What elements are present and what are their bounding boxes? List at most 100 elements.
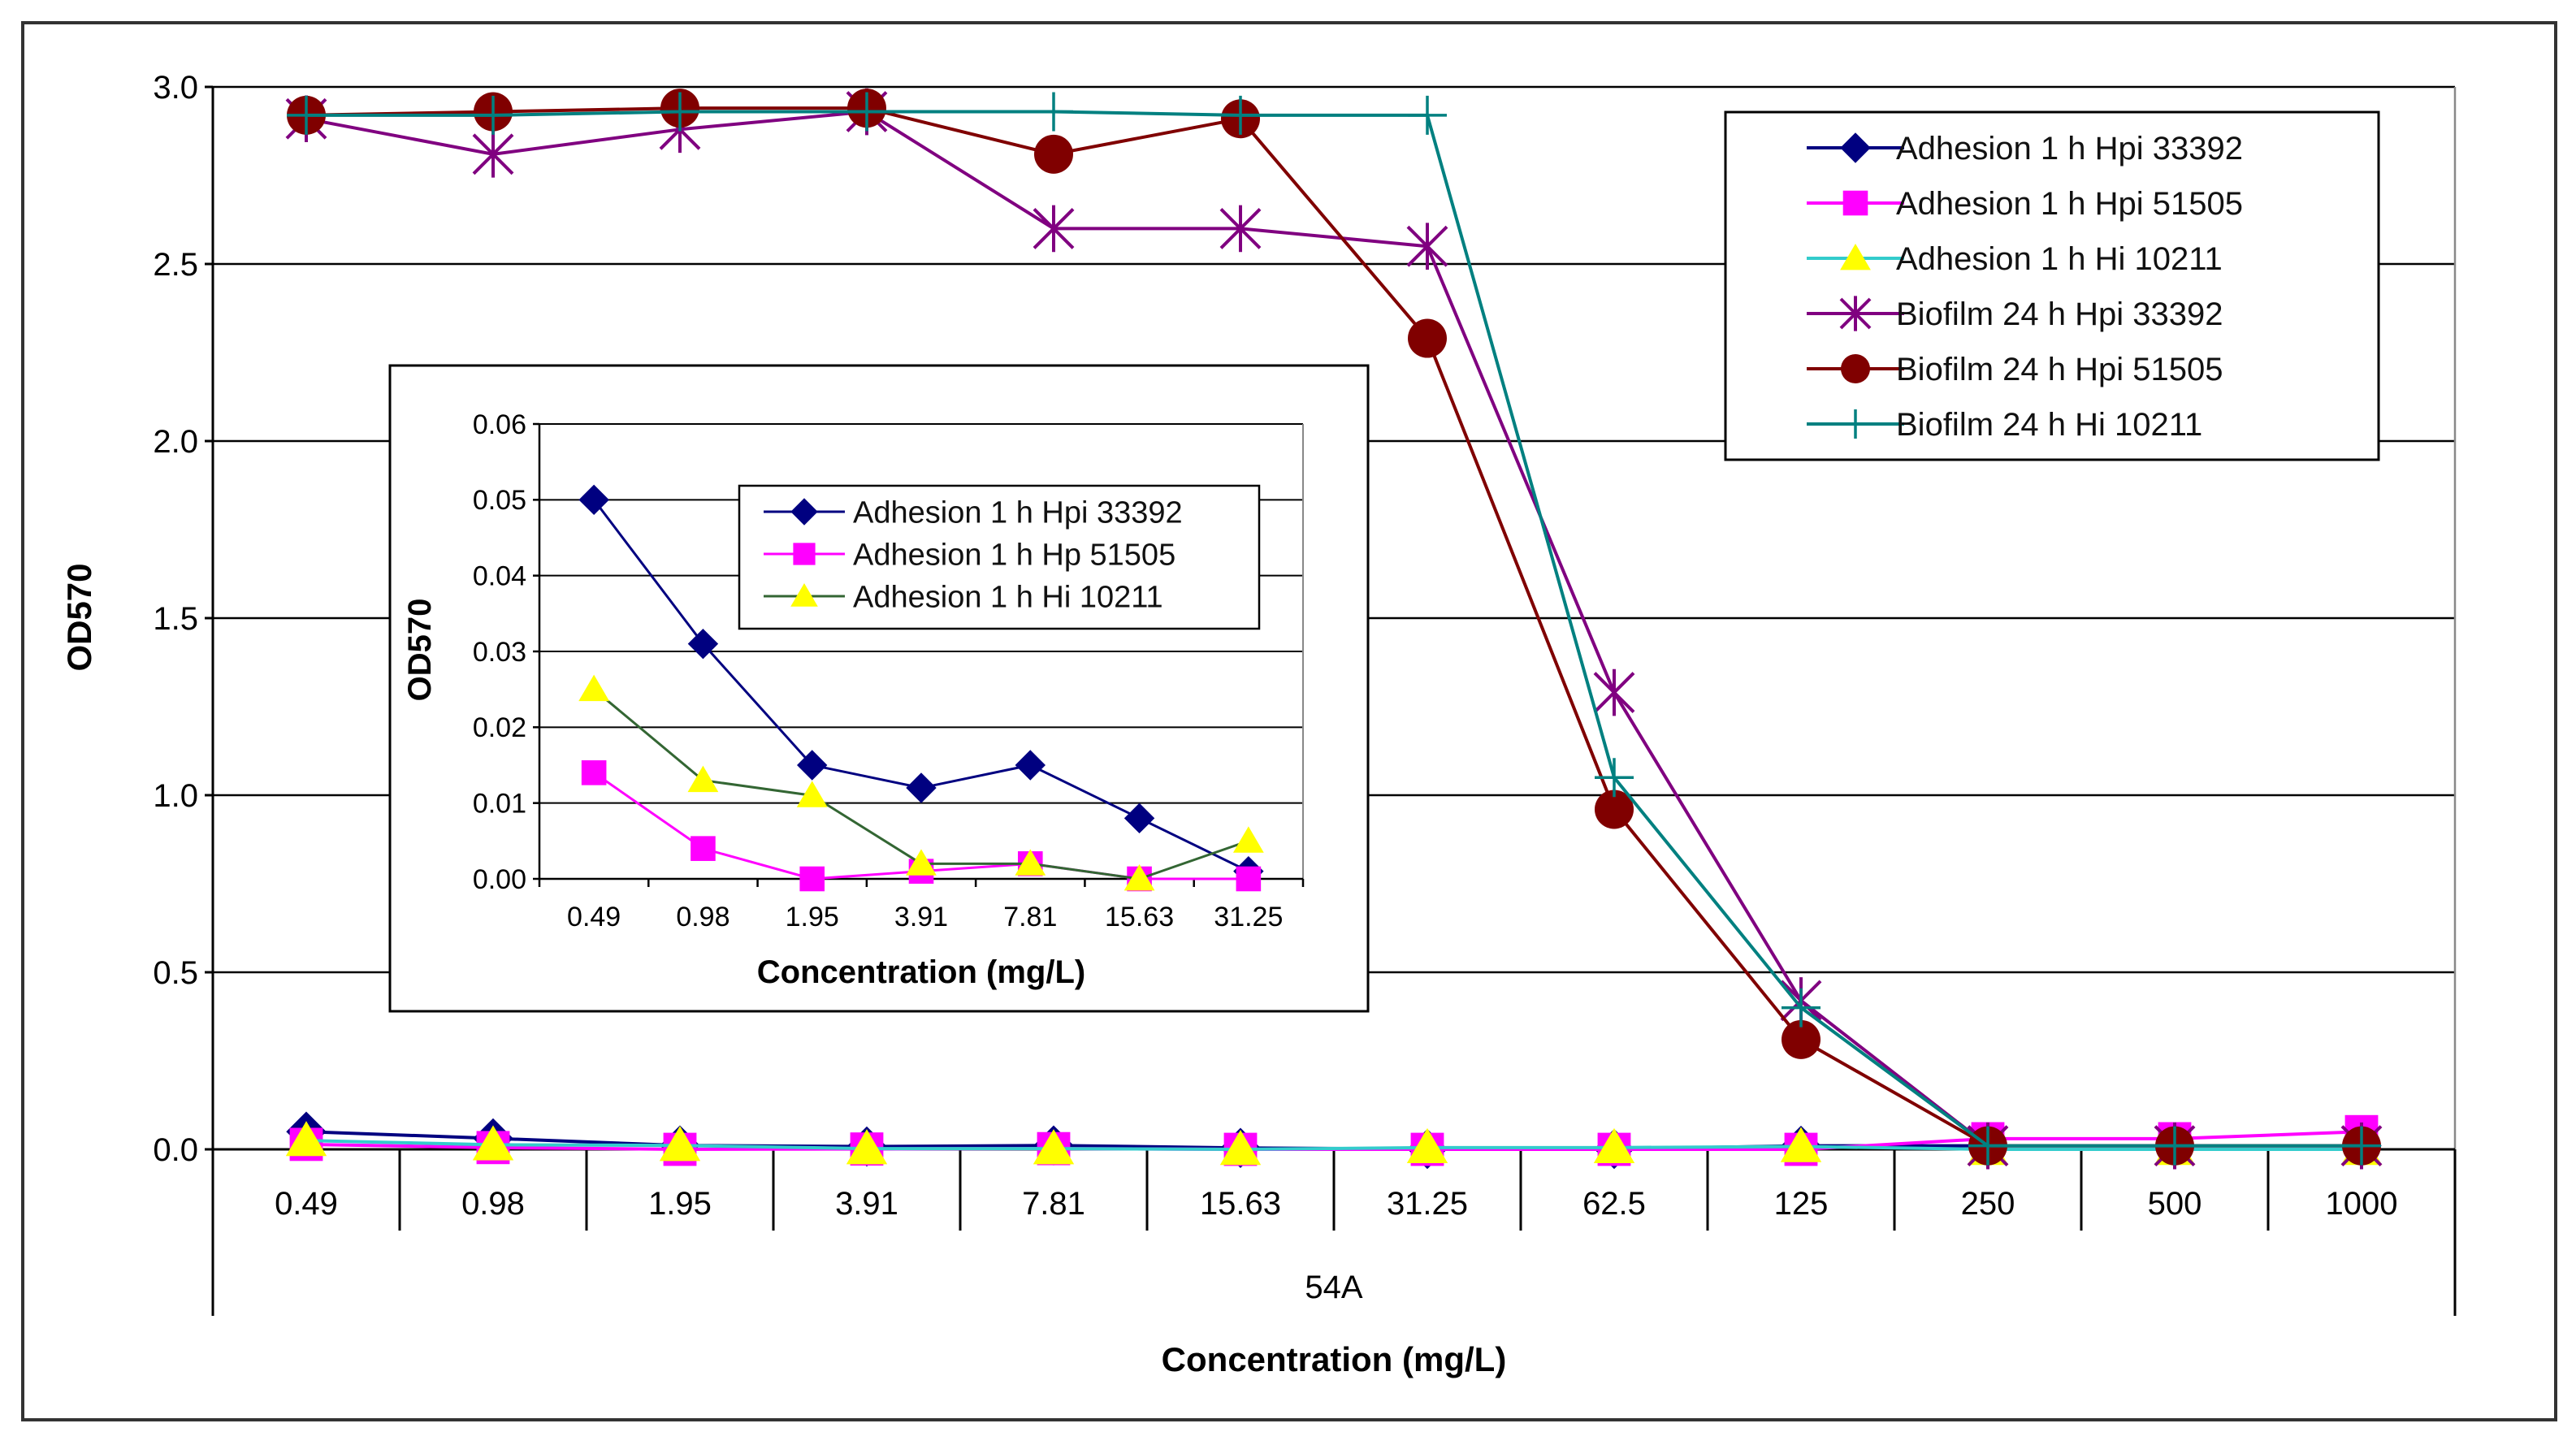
group-label: 54A xyxy=(1305,1270,1362,1305)
x-tick-label: 7.81 xyxy=(1022,1186,1085,1222)
y-tick-label: 2.0 xyxy=(153,424,198,460)
data-point-2-0 xyxy=(578,674,610,702)
data-point-2-8 xyxy=(1780,1127,1822,1162)
data-point-5-1 xyxy=(474,95,513,135)
legend-label: Adhesion 1 h Hpi 51505 xyxy=(1896,186,2243,222)
data-point-1-0 xyxy=(581,760,607,785)
legend-marker xyxy=(1841,354,1870,383)
y-axis-title: OD570 xyxy=(402,599,438,702)
data-point-2-3 xyxy=(906,849,937,876)
y-tick-label: 0.06 xyxy=(473,409,526,440)
legend-box xyxy=(738,484,1261,630)
data-point-5-10 xyxy=(2155,1126,2194,1166)
data-point-2-2 xyxy=(796,781,828,807)
data-point-2-6 xyxy=(1232,826,1264,853)
legend-marker xyxy=(1840,244,1871,270)
x-tick-label: 1.95 xyxy=(648,1186,712,1222)
x-tick-label: 0.98 xyxy=(676,902,730,932)
data-point-3-1 xyxy=(472,131,514,178)
x-tick-label: 31.25 xyxy=(1387,1186,1468,1222)
x-tick-label: 500 xyxy=(2148,1186,2202,1222)
data-point-2-5 xyxy=(1123,864,1155,891)
data-point-1-2 xyxy=(799,866,825,892)
data-point-2-0 xyxy=(285,1121,327,1157)
y-tick-label: 0.05 xyxy=(473,485,526,516)
data-point-1-6 xyxy=(1236,866,1262,892)
x-tick-label: 0.98 xyxy=(461,1186,525,1222)
data-point-0-5 xyxy=(1123,803,1155,834)
y-tick-label: 0.02 xyxy=(473,712,526,743)
x-tick-label: 125 xyxy=(1774,1186,1829,1222)
data-point-3-6 xyxy=(1406,223,1448,270)
x-tick-label: 62.5 xyxy=(1582,1186,1646,1222)
x-axis-title: Concentration (mg/L) xyxy=(1162,1340,1507,1378)
x-tick-label: 3.91 xyxy=(835,1186,898,1222)
data-point-5-3 xyxy=(847,92,886,132)
legend-marker xyxy=(1839,296,1872,331)
data-point-5-11 xyxy=(2342,1126,2381,1166)
x-tick-label: 31.25 xyxy=(1214,902,1283,932)
y-tick-label: 0.0 xyxy=(153,1132,198,1168)
x-tick-label: 3.91 xyxy=(894,902,948,932)
data-point-5-7 xyxy=(1595,758,1634,798)
data-point-4-6 xyxy=(1408,318,1447,358)
data-point-3-7 xyxy=(1593,668,1635,716)
data-point-0-2 xyxy=(797,750,828,781)
data-point-0-0 xyxy=(578,484,609,516)
data-point-2-6 xyxy=(1406,1127,1448,1164)
legend-marker xyxy=(1840,132,1871,163)
data-point-5-6 xyxy=(1408,95,1447,135)
data-point-2-2 xyxy=(659,1126,701,1162)
legend-box xyxy=(1724,110,2380,461)
x-tick-label: 0.49 xyxy=(275,1186,338,1222)
data-point-4-7 xyxy=(1595,790,1634,829)
legend-marker xyxy=(793,543,816,565)
y-tick-label: 0.03 xyxy=(473,637,526,668)
y-tick-label: 0.04 xyxy=(473,561,526,592)
data-point-2-7 xyxy=(1593,1127,1635,1164)
legend-label: Adhesion 1 h Hpi 33392 xyxy=(1896,131,2243,167)
data-point-0-4 xyxy=(1015,750,1046,781)
data-point-3-5 xyxy=(1219,205,1262,253)
data-point-5-0 xyxy=(287,95,326,135)
y-tick-label: 1.5 xyxy=(153,601,198,637)
legend-label: Biofilm 24 h Hpi 33392 xyxy=(1896,296,2223,332)
y-tick-label: 0.00 xyxy=(473,864,526,895)
legend-label: Adhesion 1 h Hi 10211 xyxy=(1896,241,2223,277)
legend-label: Adhesion 1 h Hi 10211 xyxy=(853,580,1163,614)
legend-marker xyxy=(1841,409,1870,439)
data-point-3-4 xyxy=(1033,205,1075,253)
data-point-0-3 xyxy=(906,772,937,803)
legend-marker xyxy=(790,498,818,526)
x-tick-label: 1000 xyxy=(2326,1186,2398,1222)
y-axis-title: OD570 xyxy=(60,563,98,671)
legend-marker xyxy=(1842,190,1868,216)
x-axis-title: Concentration (mg/L) xyxy=(757,954,1085,990)
data-point-2-3 xyxy=(846,1129,888,1165)
data-point-1-1 xyxy=(691,836,716,861)
x-tick-label: 250 xyxy=(1961,1186,2015,1222)
data-point-5-8 xyxy=(1782,988,1821,1028)
x-tick-label: 0.49 xyxy=(567,902,621,932)
y-tick-label: 0.5 xyxy=(153,955,198,991)
data-point-4-4 xyxy=(1034,134,1073,174)
data-point-5-5 xyxy=(1221,95,1260,135)
data-point-2-4 xyxy=(1033,1129,1075,1165)
data-point-2-1 xyxy=(472,1125,514,1161)
x-tick-label: 15.63 xyxy=(1200,1186,1281,1222)
data-point-2-5 xyxy=(1219,1130,1262,1166)
legend-label: Adhesion 1 h Hpi 33392 xyxy=(853,495,1183,530)
y-tick-label: 2.5 xyxy=(153,247,198,283)
y-tick-label: 1.0 xyxy=(153,778,198,814)
inset-chart: 0.00 0.01 0.02 0.03 0.04 0.05 0.06 0.49 0.98 1.95… xyxy=(388,364,1370,1013)
legend-marker xyxy=(790,583,818,607)
data-point-4-8 xyxy=(1782,1019,1821,1059)
data-point-0-1 xyxy=(687,628,719,660)
series-line-2 xyxy=(305,1139,2362,1152)
data-point-5-4 xyxy=(1034,92,1073,132)
data-point-5-9 xyxy=(1968,1126,2007,1166)
x-tick-label: 15.63 xyxy=(1105,902,1174,932)
legend-label: Biofilm 24 h Hpi 51505 xyxy=(1896,352,2223,387)
data-point-2-1 xyxy=(687,765,719,793)
